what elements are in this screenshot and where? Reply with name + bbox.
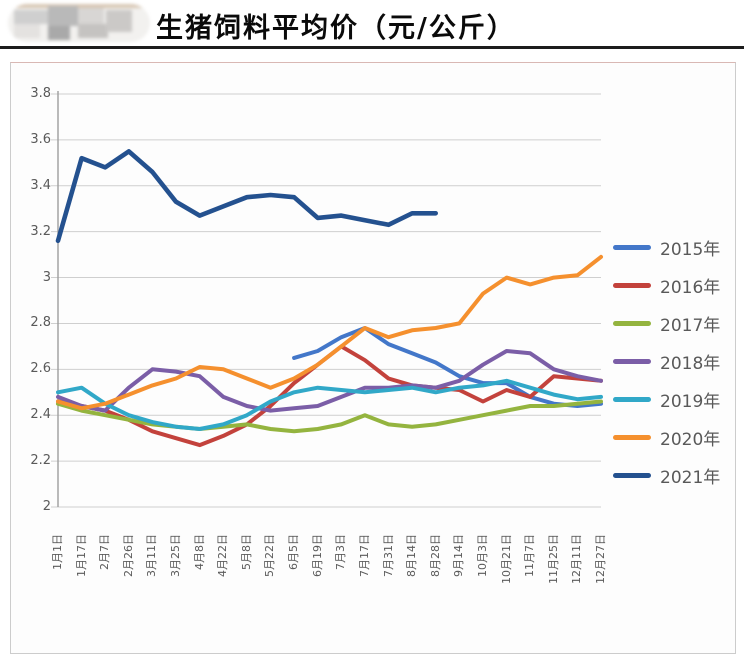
y-axis-label: 3.6 (30, 131, 51, 147)
legend-label: 2016年 (660, 277, 721, 298)
legend: 2015年 2016年 2017年 2018年 2019年 2020年 2021年 (613, 235, 721, 488)
x-axis-label: 2月26日 (121, 534, 135, 577)
x-axis-label: 7月3日 (334, 534, 348, 570)
legend-swatch (613, 434, 651, 440)
legend-label: 2018年 (660, 353, 721, 374)
series-line-2018年 (56, 349, 603, 413)
title-divider (0, 46, 744, 49)
x-axis-label: 5月8日 (239, 534, 253, 570)
y-axis-label: 3.8 (30, 86, 51, 101)
x-axis-label: 4月8日 (192, 534, 206, 570)
legend-item-2015年: 2015年 (613, 235, 721, 260)
x-axis-label: 8月14日 (405, 534, 419, 577)
chart-card: 3.8 3.6 3.4 3.2 3 2.8 2.6 2.4 2.2 2 1月1日 1月17日 2月7日… (10, 62, 736, 654)
series-line-2015年 (292, 326, 603, 408)
y-axis-label: 2.4 (30, 407, 51, 423)
x-axis-label: 5月22日 (263, 534, 277, 577)
x-axis-label: 9月14日 (452, 534, 466, 577)
y-axis-label: 3 (42, 269, 51, 285)
legend-item-2016年: 2016年 (613, 273, 721, 298)
x-axis-label: 3月25日 (169, 534, 183, 577)
series-line-2021年 (55, 149, 439, 244)
x-axis-label: 4月22日 (216, 534, 230, 577)
x-axis-label: 3月11日 (145, 534, 159, 577)
legend-item-2020年: 2020年 (613, 425, 721, 450)
x-axis-label: 6月19日 (310, 534, 324, 577)
legend-label: 2020年 (660, 429, 721, 450)
legend-swatch (613, 282, 651, 288)
legend-swatch (613, 472, 651, 478)
legend-label: 2015年 (660, 239, 721, 260)
x-axis-label: 1月17日 (74, 534, 88, 577)
x-axis-label: 2月7日 (98, 534, 112, 570)
x-axis-label: 7月31日 (381, 534, 395, 577)
x-axis-label: 6月5日 (287, 534, 301, 570)
x-axis-label: 11月25日 (546, 534, 560, 584)
y-axis-label: 2.2 (30, 453, 51, 469)
page-title: 生猪饲料平均价（元/公斤） (156, 13, 516, 44)
legend-label: 2017年 (660, 315, 721, 336)
y-axis-label: 3.4 (30, 177, 51, 193)
legend-item-2021年: 2021年 (613, 463, 721, 488)
series-line-2017年 (56, 399, 603, 434)
x-axis-label: 8月28日 (428, 534, 442, 577)
x-axis-label: 7月17日 (357, 534, 371, 577)
x-axis-label: 10月3日 (475, 534, 489, 577)
legend-label: 2021年 (660, 467, 721, 488)
x-axis-label: 10月21日 (499, 534, 513, 584)
page-header: 生猪饲料平均价（元/公斤） (0, 0, 744, 50)
y-axis-label: 3.2 (30, 223, 51, 239)
y-axis-label: 2 (42, 499, 51, 514)
legend-label: 2019年 (660, 391, 721, 412)
x-axis-label: 12月11日 (570, 534, 584, 584)
legend-item-2017年: 2017年 (613, 311, 721, 336)
legend-item-2018年: 2018年 (613, 349, 721, 374)
legend-swatch (613, 320, 651, 326)
legend-swatch (613, 244, 651, 250)
x-axis-label: 1月1日 (51, 534, 64, 570)
legend-swatch (613, 358, 651, 364)
blurred-logo (8, 4, 150, 42)
series-line-2019年 (56, 378, 603, 431)
chart-plot (51, 91, 603, 508)
series-line-2020年 (56, 254, 603, 411)
x-axis-label: 11月7日 (523, 534, 537, 577)
y-axis-label: 2.6 (30, 361, 51, 377)
y-axis-label: 2.8 (30, 315, 51, 331)
x-axis-label: 12月27日 (594, 534, 607, 584)
legend-swatch (613, 396, 651, 402)
legend-item-2019年: 2019年 (613, 387, 721, 412)
series-line-2016年 (56, 344, 603, 448)
